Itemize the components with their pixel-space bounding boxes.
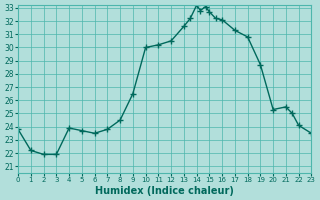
X-axis label: Humidex (Indice chaleur): Humidex (Indice chaleur) <box>95 186 234 196</box>
